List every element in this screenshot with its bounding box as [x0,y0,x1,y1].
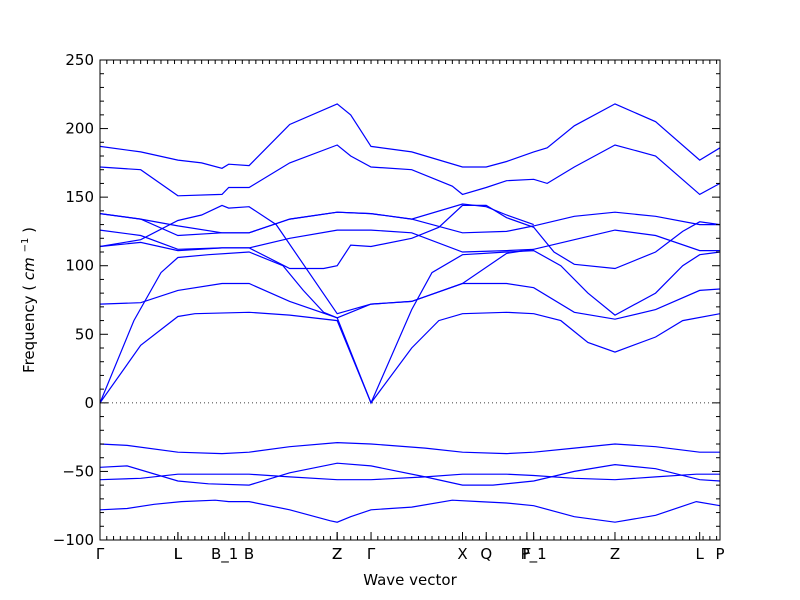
y-axis-title-open-paren: ( [20,285,38,291]
band-line-12 [99,203,534,237]
x-tick-label: P_1 [521,545,547,564]
band-line-2 [99,473,720,481]
x-tick-label: B_1 [211,545,238,564]
x-tick-label: Γ [367,545,376,563]
x-tick-label: L [695,545,704,563]
y-tick-label: 250 [65,51,94,69]
y-axis-title-close-paren: ) [20,227,38,233]
x-tick-label: P [715,545,724,563]
y-tick-label: 150 [65,188,94,206]
phonon-bands [99,103,721,523]
band-line-4 [99,441,720,455]
y-tick-label: −100 [53,531,94,549]
x-axis-title: Wave vector [363,571,457,589]
x-tick-label: Z [332,545,342,563]
y-tick-label: 50 [75,325,94,343]
y-axis-title: Frequency ( cm −1 ) [14,227,38,373]
plot-frame [99,59,721,541]
x-tick-label: Z [332,545,342,563]
y-tick-label: −50 [62,462,94,480]
y-axis-unit-base: cm [20,257,38,280]
band-line-5 [99,311,721,405]
x-tick-labels: Γ LL B_1 B ZZ Γ X Q FP_1 Z L P [96,545,725,564]
axis-ticks [99,59,721,541]
band-line-13 [99,144,721,197]
band-line-14 [99,103,721,169]
x-tick-label: L [174,545,183,563]
y-tick-label: 100 [65,257,94,275]
y-axis-title-text: Frequency [20,295,38,373]
x-tick-label: Z [610,545,620,563]
x-tick-label: L [174,545,183,563]
band-line-1 [99,499,721,523]
x-tick-label: B [244,545,254,563]
y-tick-labels: 250 200 150 100 50 0 −50 −100 [53,51,94,549]
y-tick-label: 200 [65,120,94,138]
band-line-10 [99,211,720,234]
y-tick-label: 0 [84,394,94,412]
x-tick-label: Q [480,545,492,563]
band-line-6 [99,249,721,405]
band-line-9 [99,204,721,270]
band-line-3 [99,462,721,486]
y-axis-unit-exponent: −1 [20,238,31,253]
band-line-11 [99,204,534,315]
x-tick-label: Γ [96,545,105,563]
x-tick-label: F [523,545,532,563]
x-tick-label: X [457,545,467,563]
